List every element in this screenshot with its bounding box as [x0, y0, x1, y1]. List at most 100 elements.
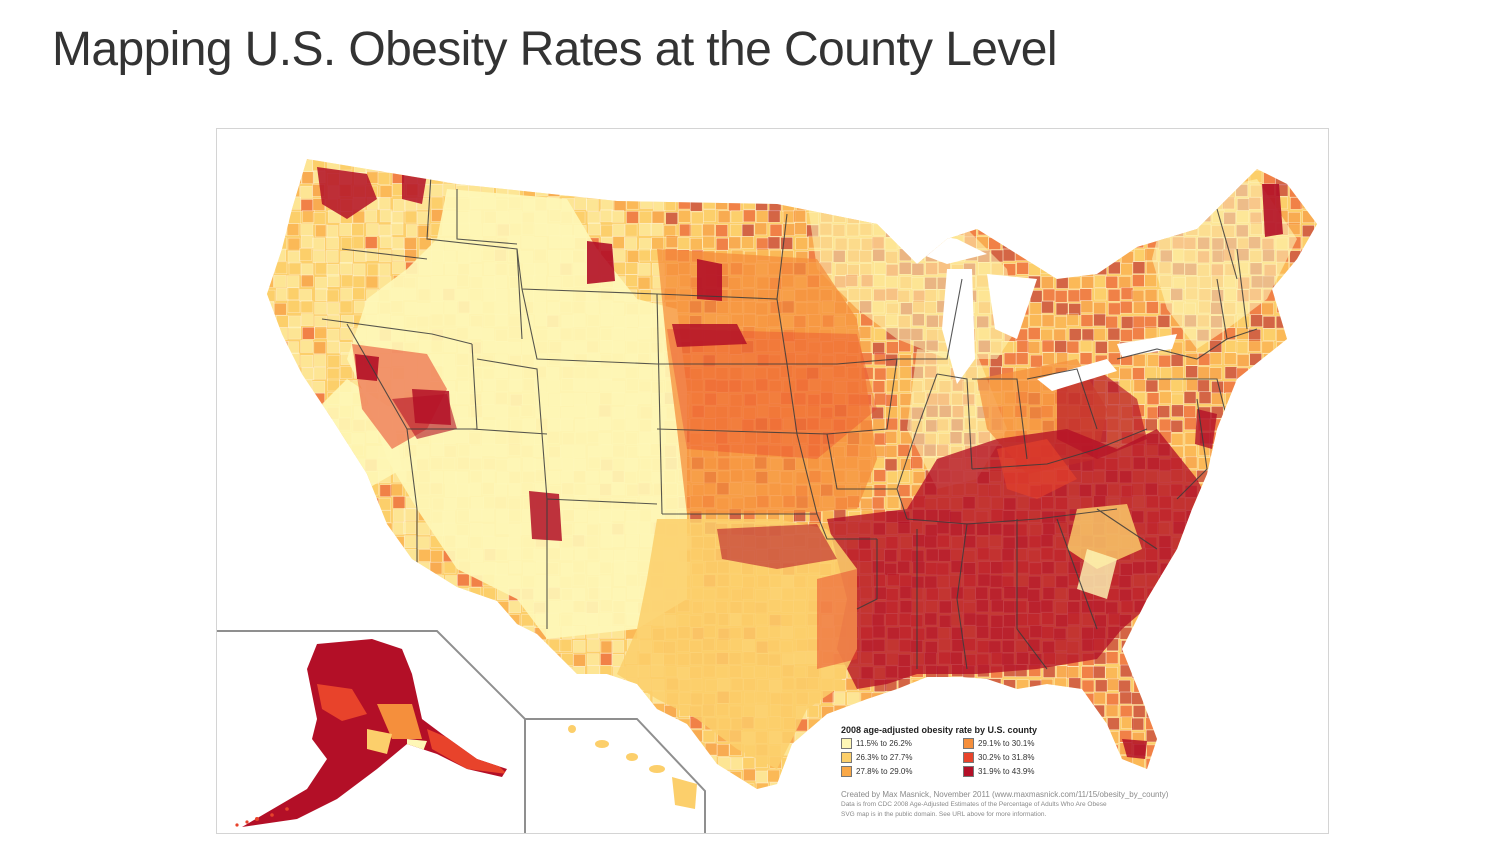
county-cell: [287, 534, 301, 547]
county-cell: [1120, 287, 1134, 300]
county-cell: [468, 613, 482, 626]
county-cell: [1302, 640, 1315, 654]
county-cell: [1248, 704, 1261, 718]
county-cell: [1160, 366, 1173, 380]
county-cell: [1107, 198, 1121, 211]
county-cell: [546, 171, 560, 185]
county-cell: [806, 196, 819, 209]
county-cell: [1002, 159, 1016, 172]
county-cell: [379, 522, 393, 536]
county-cell: [403, 508, 417, 521]
county-cell: [1314, 380, 1317, 393]
county-cell: [1302, 159, 1315, 173]
county-cell: [1131, 173, 1145, 186]
legend-label: 30.2% to 31.8%: [978, 753, 1035, 762]
county-cell: [1290, 197, 1303, 210]
county-cell: [406, 755, 419, 768]
county-cell: [782, 783, 795, 789]
county-cell: [1209, 601, 1223, 615]
county-cell: [1066, 666, 1080, 679]
county-cell: [288, 197, 301, 210]
county-cell: [1264, 508, 1277, 522]
county-cell: [377, 263, 391, 277]
county-cell: [351, 483, 364, 497]
county-cell: [613, 679, 626, 693]
county-cell: [1172, 159, 1185, 171]
county-cell: [1041, 339, 1055, 353]
county-cell: [899, 366, 913, 379]
county-cell: [325, 497, 339, 510]
county-cell: [1224, 418, 1238, 432]
county-cell: [808, 769, 822, 782]
county-cell: [1288, 549, 1302, 563]
county-cell: [845, 186, 859, 199]
county-cell: [534, 755, 548, 769]
county-cell: [1263, 406, 1276, 419]
county-cell: [572, 730, 586, 743]
county-cell: [1016, 173, 1030, 186]
county-cell: [859, 172, 872, 186]
county-cell: [1081, 275, 1094, 289]
county-cell: [806, 783, 819, 789]
county-cell: [1209, 496, 1222, 509]
county-cell: [547, 679, 561, 693]
county-cell: [1147, 210, 1160, 223]
county-cell: [1314, 159, 1317, 171]
county-cell: [717, 770, 731, 784]
county-cell: [663, 197, 676, 211]
county-cell: [625, 693, 639, 706]
county-cell: [1132, 315, 1146, 329]
legend-swatch: [841, 766, 852, 777]
county-cell: [782, 199, 795, 212]
legend-item: 29.1% to 30.1%: [963, 738, 1085, 749]
county-cell: [340, 561, 353, 574]
legend-item: 30.2% to 31.8%: [963, 752, 1085, 763]
county-cell: [702, 223, 715, 237]
county-cell: [884, 445, 898, 458]
county-cell: [456, 573, 470, 587]
county-cell: [509, 769, 522, 782]
county-cell: [1224, 625, 1238, 639]
county-cell: [267, 563, 275, 576]
county-cell: [1157, 159, 1171, 172]
county-cell: [572, 679, 586, 693]
county-cell: [274, 443, 287, 456]
county-cell: [431, 575, 444, 588]
county-cell: [1016, 340, 1030, 353]
county-cell: [1055, 251, 1069, 264]
county-cell: [300, 186, 313, 199]
county-cell: [1197, 534, 1211, 547]
county-cell: [1274, 159, 1288, 171]
county-cell: [1211, 757, 1225, 771]
county-cell: [1055, 185, 1069, 198]
county-cell: [991, 159, 1004, 173]
county-cell: [965, 705, 978, 719]
county-cell: [1068, 677, 1082, 691]
county-cell: [340, 482, 353, 495]
county-cell: [1288, 730, 1302, 743]
county-cell: [353, 523, 367, 536]
county-cell: [312, 626, 325, 640]
county-cell: [715, 237, 729, 251]
county-cell: [1158, 184, 1172, 197]
county-cell: [626, 250, 640, 263]
county-cell: [301, 274, 314, 288]
county-cell: [873, 352, 887, 366]
county-cell: [1289, 250, 1302, 263]
county-cell: [1236, 354, 1250, 367]
county-cell: [1314, 743, 1317, 756]
county-cell: [379, 185, 393, 198]
county-cell: [327, 159, 340, 171]
county-cell: [429, 666, 442, 679]
county-cell: [1302, 275, 1316, 288]
county-cell: [689, 198, 703, 212]
county-cell: [574, 159, 588, 173]
county-cell: [313, 366, 327, 380]
county-cell: [483, 587, 496, 601]
county-cell: [351, 574, 364, 587]
county-cell: [365, 574, 378, 588]
county-cell: [496, 614, 510, 628]
county-cell: [1313, 315, 1317, 329]
county-cell: [1288, 496, 1302, 510]
county-cell: [457, 639, 471, 653]
